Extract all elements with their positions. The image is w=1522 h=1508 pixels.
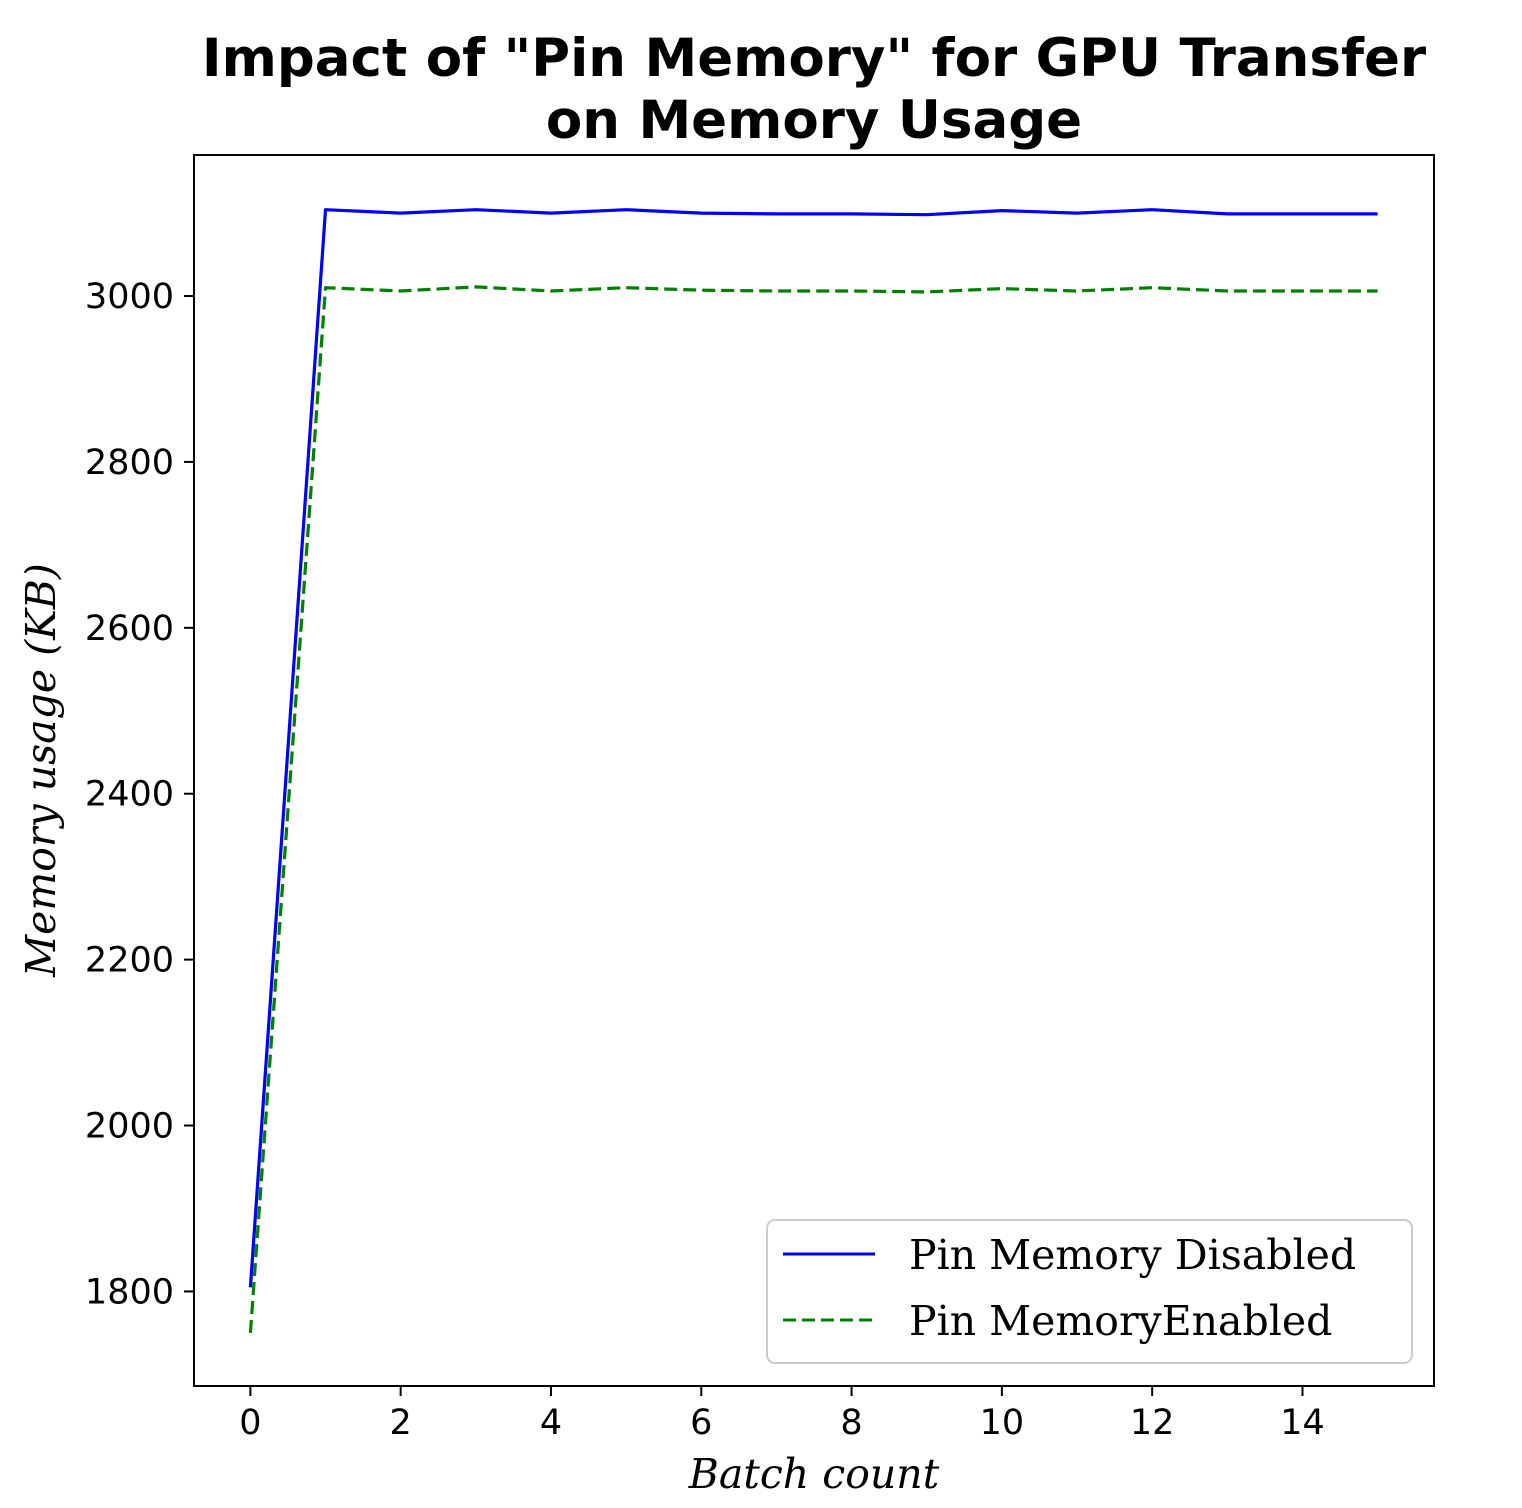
y-tick-label: 2400 [85, 775, 174, 815]
x-tick-label: 4 [540, 1403, 562, 1443]
chart-title-line-1: Impact of "Pin Memory" for GPU Transfer [202, 28, 1426, 89]
series-line-pin-memory-disabled [248, 208, 1378, 1288]
legend: Pin Memory Disabled Pin MemoryEnabled [766, 1219, 1413, 1364]
y-tick-label: 1800 [85, 1272, 174, 1312]
legend-label-enabled: Pin MemoryEnabled [909, 1297, 1332, 1345]
x-tick-label: 10 [980, 1403, 1025, 1443]
legend-label-disabled: Pin Memory Disabled [909, 1231, 1356, 1279]
chart-title-line-2: on Memory Usage [546, 90, 1082, 151]
x-tick-label: 6 [690, 1403, 712, 1443]
x-tick-label: 8 [840, 1403, 862, 1443]
series-line-pin-memory-enabled [248, 285, 1378, 1334]
y-tick-label: 3000 [85, 277, 174, 317]
y-tick-label: 2000 [85, 1107, 174, 1147]
tick-layer: 0 2 4 6 8 10 12 14 1800 2000 2200 2400 2600 2800 3000 [85, 277, 1325, 1443]
legend-box [766, 1219, 1413, 1364]
y-tick-label: 2800 [85, 443, 174, 483]
x-axis-label: Batch count [688, 1450, 940, 1498]
x-tick-label: 2 [390, 1403, 412, 1443]
plot-frame [193, 154, 1435, 1387]
y-tick-label: 2600 [85, 609, 174, 649]
x-tick-label: 0 [239, 1403, 261, 1443]
series-layer [248, 208, 1378, 1334]
y-tick-label: 2200 [85, 941, 174, 981]
y-axis-label: Memory usage (KB) [17, 563, 65, 978]
x-tick-label: 14 [1280, 1403, 1325, 1443]
x-tick-label: 12 [1130, 1403, 1175, 1443]
